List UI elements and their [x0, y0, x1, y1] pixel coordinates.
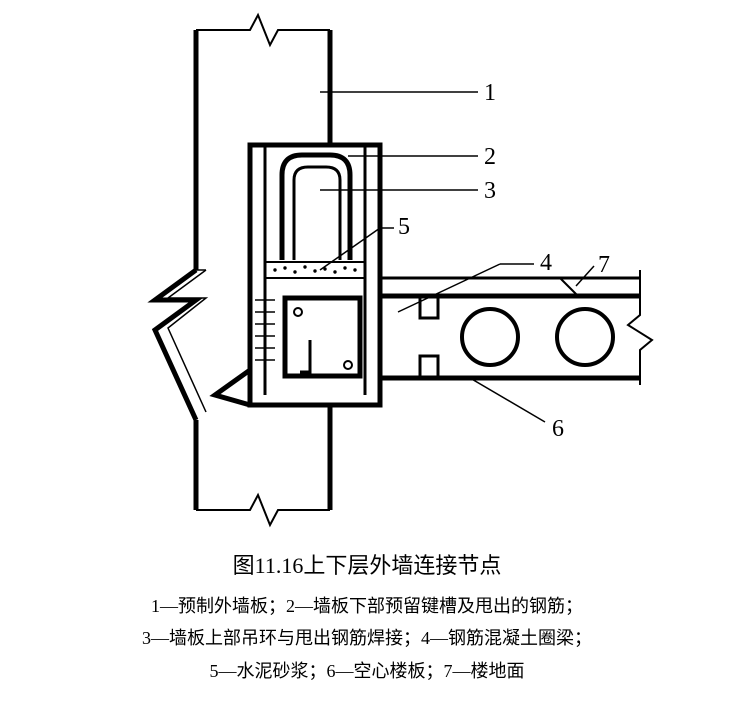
legend-line-2: 3—墙板上部吊环与甩出钢筋焊接；4—钢筋混凝土圈梁； [0, 622, 734, 654]
number-labels: 1 2 3 4 5 6 7 [398, 80, 610, 442]
figure-container: 1 2 3 4 5 6 7 图11.16上下层外墙连接节点 1—预制外墙板；2—… [0, 0, 734, 704]
caption: 图11.16上下层外墙连接节点 1—预制外墙板；2—墙板下部预留键槽及甩出的钢筋… [0, 548, 734, 687]
label-3: 3 [484, 178, 496, 204]
label-6: 6 [552, 416, 564, 442]
legend-line-3: 5—水泥砂浆；6—空心楼板；7—楼地面 [0, 655, 734, 687]
label-1: 1 [484, 80, 496, 106]
label-2: 2 [484, 144, 496, 170]
left-outer-profile [155, 270, 206, 420]
diagram-svg: 1 2 3 4 5 6 7 [0, 0, 734, 540]
legend-line-1: 1—预制外墙板；2—墙板下部预留键槽及甩出的钢筋； [0, 590, 734, 622]
label-7: 7 [598, 252, 610, 278]
right-slab-assembly [380, 145, 652, 405]
figure-title: 图11.16上下层外墙连接节点 [0, 548, 734, 580]
lower-wall [196, 405, 330, 525]
label-5: 5 [398, 214, 410, 240]
label-4: 4 [540, 250, 552, 276]
keyway-rebar-block [215, 145, 380, 405]
